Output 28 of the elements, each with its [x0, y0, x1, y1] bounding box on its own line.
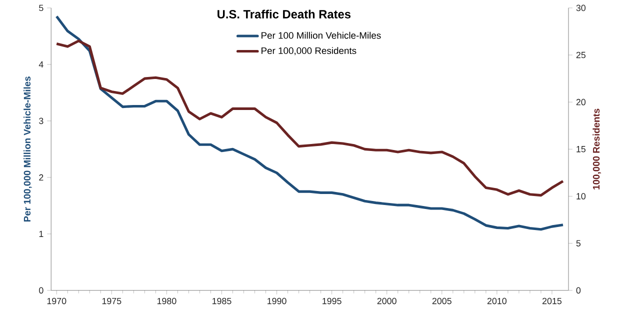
legend-label: Per 100,000 Residents	[262, 47, 356, 56]
y-tick-label: 0	[39, 287, 44, 294]
x-tick-label: 1990	[268, 298, 286, 304]
y2-tick-label: 5	[576, 240, 581, 246]
x-tick-label: 1985	[212, 298, 232, 304]
x-tick-label: 1975	[102, 298, 122, 304]
x-tick-label: 2005	[432, 298, 452, 304]
y-tick-label: 4	[38, 61, 44, 68]
x-tick-label: 2015	[542, 298, 562, 304]
y2-tick-label: 20	[576, 98, 586, 106]
legend-label: Per 100 Million Vehicle-Miles	[262, 32, 381, 39]
x-tick-label: 1995	[322, 298, 342, 304]
y2-tick-label: 0	[576, 287, 581, 294]
y2-tick-label: 15	[576, 146, 586, 152]
y2-tick-label: 25	[576, 52, 586, 58]
y-tick-label: 2	[39, 174, 44, 180]
y2-axis-title: 100,000 Residents	[592, 108, 601, 190]
y-tick-label: 1	[39, 230, 44, 237]
x-tick-label: 2000	[377, 298, 396, 304]
chart-title: U.S. Traffic Death Rates	[218, 10, 351, 18]
y-axis-title: Per 100,000 Million Vehicle-Miles	[24, 76, 32, 222]
y-tick-label: 3	[39, 118, 44, 124]
y2-tick-label: 30	[576, 4, 586, 12]
x-tick-label: 1970	[47, 298, 66, 304]
y2-tick-label: 10	[576, 193, 586, 200]
x-tick-label: 2010	[487, 298, 507, 304]
x-tick-label: 1980	[157, 298, 176, 304]
y-tick-label: 5	[39, 4, 44, 11]
